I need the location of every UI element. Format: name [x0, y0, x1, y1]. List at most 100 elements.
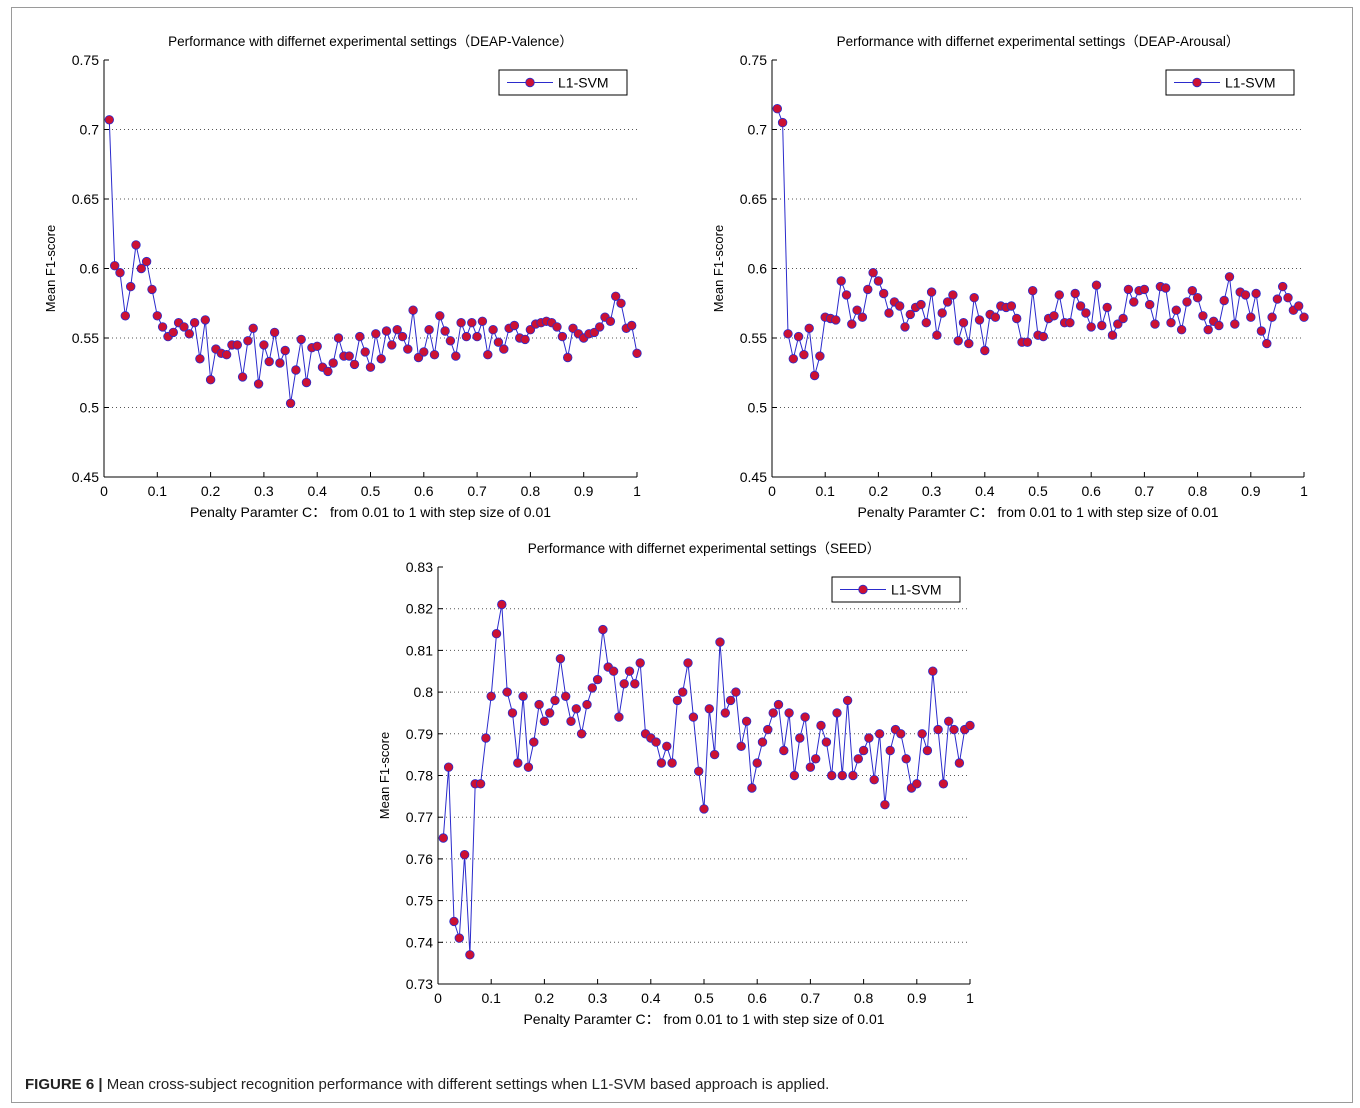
data-point — [397, 331, 408, 342]
y-tick-label: 0.55 — [72, 330, 99, 346]
caption-text: Mean cross-subject recognition performan… — [106, 1076, 830, 1093]
y-tick-label: 0.75 — [72, 52, 99, 68]
data-point — [499, 344, 509, 354]
data-point — [429, 350, 440, 360]
data-point — [905, 309, 916, 320]
data-point — [296, 334, 306, 345]
data-point — [741, 716, 752, 727]
data-point — [869, 775, 879, 785]
data-point — [451, 351, 461, 361]
data-point — [152, 311, 163, 321]
data-point — [720, 708, 731, 718]
data-point — [424, 325, 434, 335]
data-point — [815, 351, 825, 361]
data-point — [576, 729, 587, 739]
y-tick-label: 0.81 — [406, 642, 433, 658]
data-point — [784, 708, 794, 718]
data-point — [312, 341, 322, 352]
data-point — [595, 322, 605, 332]
x-tick-label: 0.8 — [521, 483, 541, 499]
data-point — [953, 336, 963, 346]
data-point — [1182, 297, 1192, 307]
data-point — [752, 758, 762, 768]
y-tick-label: 0.65 — [740, 191, 767, 207]
data-point — [184, 329, 195, 339]
data-point — [1219, 295, 1229, 306]
data-point — [1256, 326, 1267, 336]
data-point — [592, 674, 603, 685]
data-point — [1038, 331, 1049, 342]
data-point — [948, 290, 958, 300]
data-point — [147, 284, 157, 295]
data-point — [837, 770, 848, 781]
data-point — [836, 276, 846, 286]
data-point — [483, 350, 493, 360]
data-point — [608, 666, 619, 676]
data-point — [772, 103, 783, 114]
data-point — [949, 724, 959, 735]
data-point — [816, 720, 826, 731]
caption-label: FIGURE 6 | — [25, 1076, 103, 1093]
data-point — [1251, 288, 1261, 299]
data-point — [301, 377, 312, 388]
data-point — [438, 833, 449, 843]
data-point — [248, 323, 258, 334]
data-point — [157, 322, 168, 332]
y-tick-label: 0.82 — [406, 601, 433, 617]
data-point — [831, 315, 841, 325]
data-point — [938, 779, 949, 789]
x-tick-label: 0.7 — [467, 483, 487, 499]
data-point — [868, 268, 878, 278]
data-point — [550, 695, 560, 706]
data-point — [614, 712, 624, 722]
data-point — [259, 340, 269, 350]
data-point — [1070, 288, 1080, 299]
data-point — [1224, 272, 1235, 282]
data-point — [545, 708, 555, 718]
data-point — [1293, 301, 1304, 311]
data-point — [942, 297, 953, 307]
data-point — [853, 754, 864, 764]
data-point — [1267, 312, 1277, 322]
data-point — [587, 683, 598, 693]
data-point — [520, 334, 530, 345]
data-point — [916, 299, 926, 310]
x-tick-label: 1 — [633, 483, 641, 499]
data-point — [832, 708, 842, 718]
data-point — [518, 691, 528, 702]
x-tick-label: 0.7 — [801, 990, 821, 1006]
data-point — [534, 699, 544, 710]
data-point — [912, 779, 922, 789]
data-point — [896, 729, 906, 739]
data-point — [555, 654, 566, 664]
data-point — [974, 315, 985, 325]
data-point — [205, 375, 216, 385]
data-point — [921, 318, 932, 328]
data-point — [408, 305, 418, 315]
data-point — [895, 301, 905, 311]
x-tick-label: 0.1 — [481, 990, 501, 1006]
figure-caption: FIGURE 6 | Mean cross-subject recognitio… — [25, 1076, 829, 1093]
data-point — [360, 347, 370, 357]
data-point — [901, 754, 911, 764]
data-point — [1277, 281, 1288, 292]
data-point — [611, 291, 621, 302]
data-point — [371, 329, 381, 339]
data-point — [885, 745, 895, 756]
data-point — [1118, 313, 1128, 324]
data-point — [793, 331, 804, 342]
data-point — [285, 398, 296, 409]
data-point — [678, 687, 688, 697]
data-point — [715, 637, 725, 647]
data-point — [200, 315, 211, 325]
data-point — [864, 733, 874, 743]
data-point — [656, 758, 667, 768]
data-point — [1065, 318, 1075, 328]
data-point — [381, 326, 392, 336]
data-point — [221, 350, 232, 360]
data-point — [879, 288, 889, 299]
y-tick-label: 0.45 — [72, 469, 99, 485]
x-tick-label: 0.6 — [1081, 483, 1101, 499]
data-point — [189, 318, 200, 328]
data-point — [900, 322, 910, 332]
